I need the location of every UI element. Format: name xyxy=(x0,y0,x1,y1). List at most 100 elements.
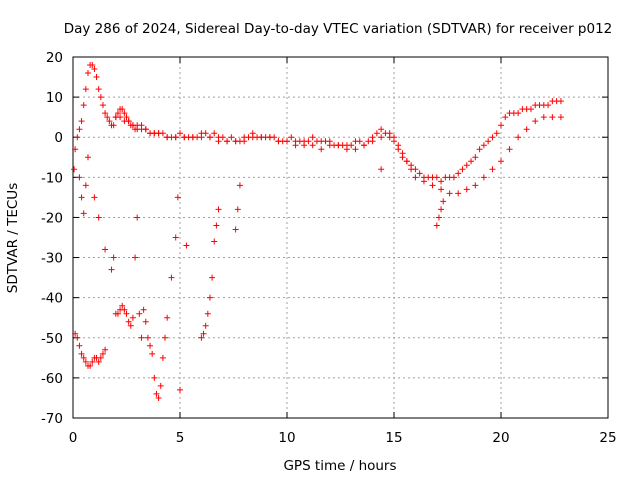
x-tick-label: 0 xyxy=(69,430,78,446)
data-point xyxy=(99,102,106,109)
data-point xyxy=(450,174,457,181)
data-point xyxy=(557,98,564,105)
data-point xyxy=(157,382,164,389)
data-point xyxy=(108,266,115,273)
data-point xyxy=(132,254,139,261)
data-point xyxy=(125,318,132,325)
data-point xyxy=(433,222,440,229)
data-point xyxy=(236,182,243,189)
data-point xyxy=(502,114,509,121)
data-point xyxy=(189,134,196,141)
data-point xyxy=(429,182,436,189)
data-point xyxy=(136,310,143,317)
data-point xyxy=(89,358,96,365)
data-point xyxy=(74,334,81,341)
x-tick-label: 10 xyxy=(278,430,295,446)
data-point xyxy=(206,294,213,301)
data-point xyxy=(95,214,102,221)
x-tick-label: 25 xyxy=(599,430,616,446)
data-point xyxy=(468,158,475,165)
series-early-cluster xyxy=(72,330,109,369)
data-point xyxy=(386,130,393,137)
data-point xyxy=(343,146,350,153)
data-point xyxy=(258,134,265,141)
data-point xyxy=(198,134,205,141)
data-points xyxy=(71,62,564,401)
data-point xyxy=(440,198,447,205)
data-point xyxy=(99,350,106,357)
data-point xyxy=(489,134,496,141)
data-point xyxy=(403,158,410,165)
y-tick-label: -50 xyxy=(41,331,63,347)
data-point xyxy=(391,134,397,141)
data-point xyxy=(301,142,308,149)
data-point xyxy=(82,86,89,93)
data-point xyxy=(84,70,91,77)
data-point xyxy=(545,102,552,109)
data-point xyxy=(134,214,141,221)
data-point xyxy=(198,334,205,341)
data-point xyxy=(249,134,256,141)
data-point xyxy=(164,314,171,321)
data-point xyxy=(515,110,522,117)
data-point xyxy=(232,138,239,145)
data-point xyxy=(206,134,213,141)
chart-title: Day 286 of 2024, Sidereal Day-to-day VTE… xyxy=(64,21,613,37)
data-point xyxy=(202,130,209,137)
series-deep-dips xyxy=(76,154,447,401)
data-point xyxy=(78,350,85,357)
data-point xyxy=(174,194,181,201)
data-point xyxy=(438,186,445,193)
y-tick-label: -30 xyxy=(41,251,63,267)
data-point xyxy=(127,322,134,329)
data-point xyxy=(153,390,160,397)
data-point xyxy=(275,138,282,145)
data-point xyxy=(292,142,299,149)
data-point xyxy=(102,346,109,353)
data-point xyxy=(309,142,316,149)
data-point xyxy=(498,158,504,165)
data-point xyxy=(438,206,445,213)
data-point xyxy=(140,306,147,313)
data-point xyxy=(102,246,109,253)
data-point xyxy=(93,74,100,81)
data-point xyxy=(369,138,376,145)
data-point xyxy=(326,142,333,149)
data-point xyxy=(80,354,87,361)
data-point xyxy=(78,194,85,201)
data-point xyxy=(459,166,466,173)
data-point xyxy=(138,334,145,341)
data-point xyxy=(361,142,368,149)
data-point xyxy=(117,114,124,121)
data-point xyxy=(168,274,175,281)
data-point xyxy=(80,210,87,217)
data-point xyxy=(232,226,239,233)
data-point xyxy=(408,166,415,173)
data-point xyxy=(463,186,470,193)
data-point xyxy=(378,126,385,133)
data-point xyxy=(489,166,496,173)
data-point xyxy=(89,62,96,69)
data-point xyxy=(435,214,442,221)
data-point xyxy=(215,138,222,145)
x-tick-label: 15 xyxy=(385,430,402,446)
data-point xyxy=(493,130,500,137)
data-point xyxy=(106,118,113,125)
data-point xyxy=(305,138,312,145)
y-tick-label: 10 xyxy=(46,90,63,106)
data-point xyxy=(219,134,226,141)
y-tick-label: -70 xyxy=(41,411,63,427)
data-point xyxy=(446,190,453,197)
y-tick-label: 0 xyxy=(54,130,63,146)
data-point xyxy=(74,134,81,141)
data-point xyxy=(104,114,111,121)
data-point xyxy=(151,374,158,381)
data-point xyxy=(228,134,235,141)
data-point xyxy=(142,318,149,325)
data-point xyxy=(515,134,522,141)
data-point xyxy=(95,358,102,365)
data-point xyxy=(373,130,380,137)
data-point xyxy=(284,138,290,145)
data-point xyxy=(82,182,89,189)
data-point xyxy=(144,334,151,341)
